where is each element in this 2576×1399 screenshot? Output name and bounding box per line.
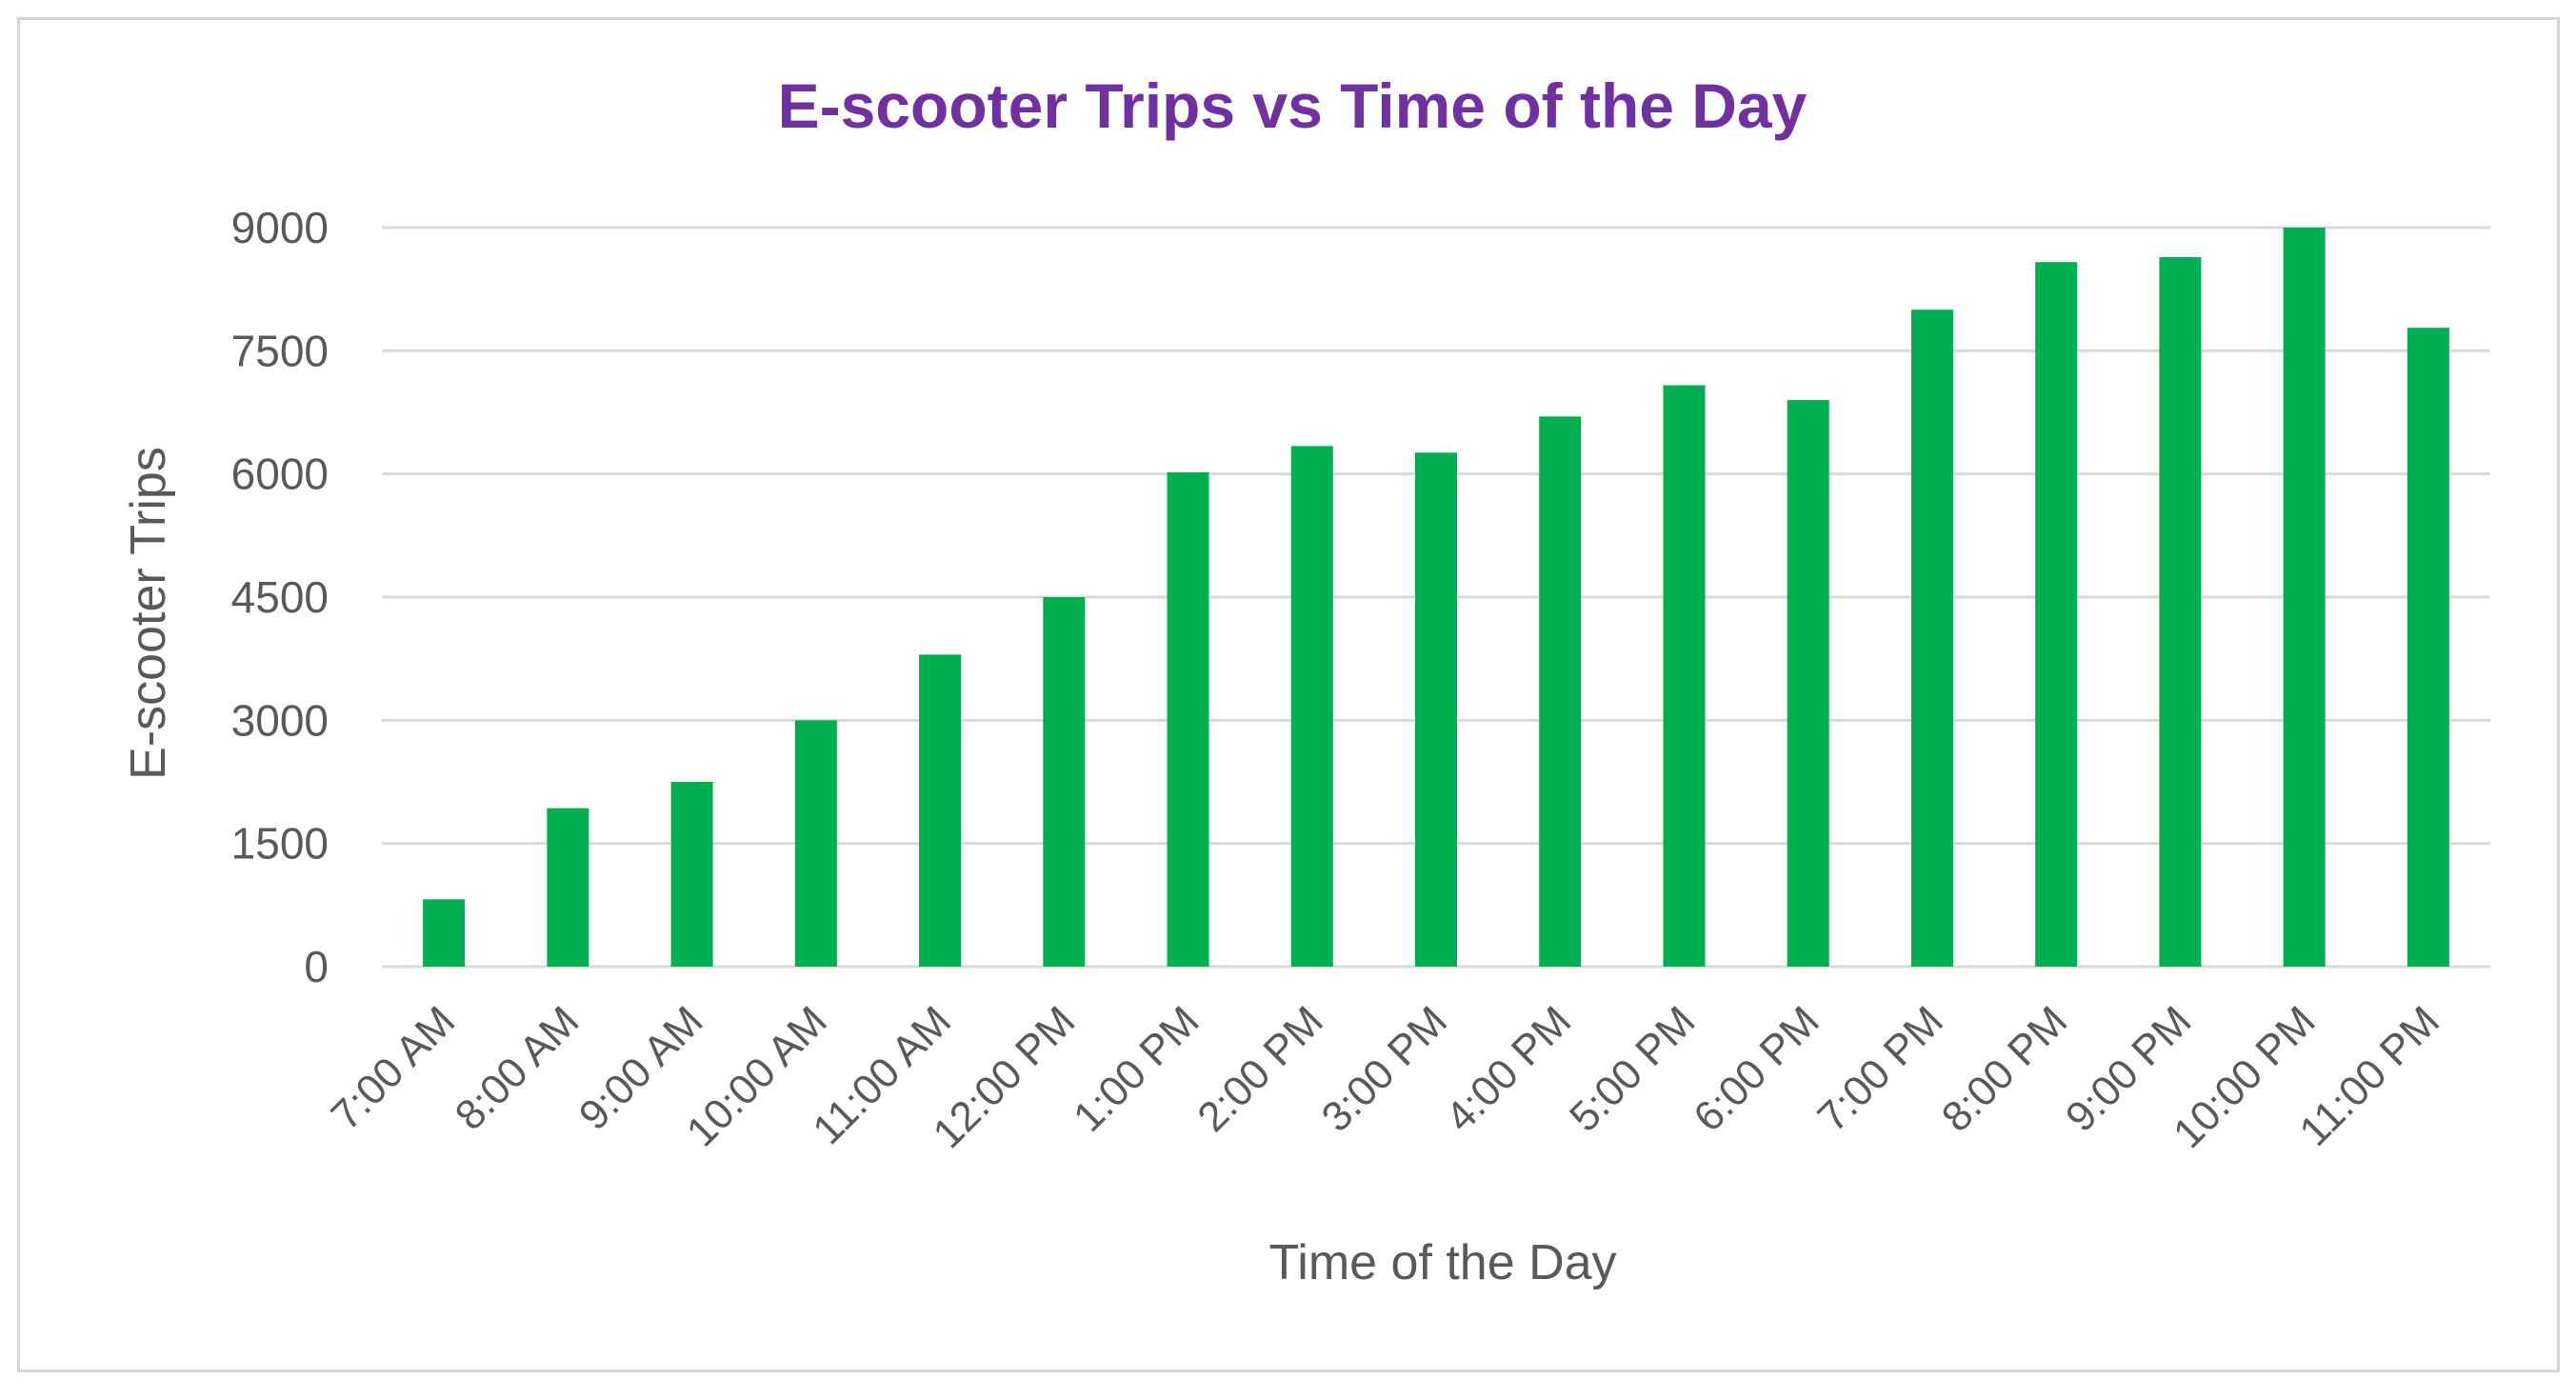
bar-10-00-pm	[2283, 228, 2326, 967]
bar-3-00-pm	[1415, 452, 1457, 967]
bar-7-00-pm	[1910, 310, 1953, 967]
bar-12-00-pm	[1043, 597, 1086, 967]
x-tick-label-4-00-pm: 4:00 PM	[1437, 997, 1581, 1141]
y-tick-label-0: 0	[304, 942, 329, 991]
bar-8-00-pm	[2035, 262, 2078, 967]
bar-5-00-pm	[1663, 385, 1706, 968]
y-axis-ticks: 0 1500 3000 4500 6000 7500 9000	[231, 203, 329, 991]
y-tick-label-1500: 1500	[231, 819, 329, 869]
bar-11-00-am	[919, 654, 962, 967]
chart-frame: E-scooter Trips vs Time of the Day 0 1500…	[17, 17, 2560, 1372]
x-tick-label-8-00-pm: 8:00 PM	[1933, 997, 2077, 1141]
x-tick-label-3-00-pm: 3:00 PM	[1313, 997, 1457, 1141]
bar-6-00-pm	[1787, 400, 1829, 968]
y-tick-label-6000: 6000	[231, 450, 329, 499]
x-tick-label-8-00-am: 8:00 AM	[447, 997, 589, 1139]
bar-1-00-pm	[1167, 471, 1209, 967]
bar-9-00-am	[670, 782, 713, 967]
y-tick-label-4500: 4500	[231, 572, 329, 622]
bar-2-00-pm	[1290, 446, 1333, 968]
x-tick-label-2-00-pm: 2:00 PM	[1188, 997, 1332, 1141]
y-tick-label-3000: 3000	[231, 695, 329, 745]
x-tick-label-6-00-pm: 6:00 PM	[1685, 997, 1828, 1141]
y-tick-label-7500: 7500	[231, 326, 329, 375]
x-tick-label-5-00-pm: 5:00 PM	[1561, 997, 1705, 1141]
bar-8-00-am	[547, 808, 589, 967]
bar-7-00-am	[423, 899, 466, 967]
bar-4-00-pm	[1539, 416, 1582, 967]
y-tick-label-9000: 9000	[231, 203, 329, 252]
bar-9-00-pm	[2159, 257, 2202, 967]
bar-chart: E-scooter Trips vs Time of the Day 0 1500…	[121, 70, 2490, 1290]
x-tick-label-7-00-pm: 7:00 PM	[1808, 997, 1952, 1141]
bar-10-00-am	[794, 720, 837, 967]
y-axis-title: E-scooter Trips	[121, 447, 176, 780]
x-axis-title: Time of the Day	[1268, 1235, 1616, 1290]
x-tick-label-7-00-am: 7:00 AM	[322, 997, 464, 1139]
bar-11-00-pm	[2406, 328, 2449, 967]
chart-title: E-scooter Trips vs Time of the Day	[778, 70, 1807, 141]
x-tick-label-1-00-pm: 1:00 PM	[1065, 997, 1208, 1141]
bars	[423, 228, 2449, 968]
